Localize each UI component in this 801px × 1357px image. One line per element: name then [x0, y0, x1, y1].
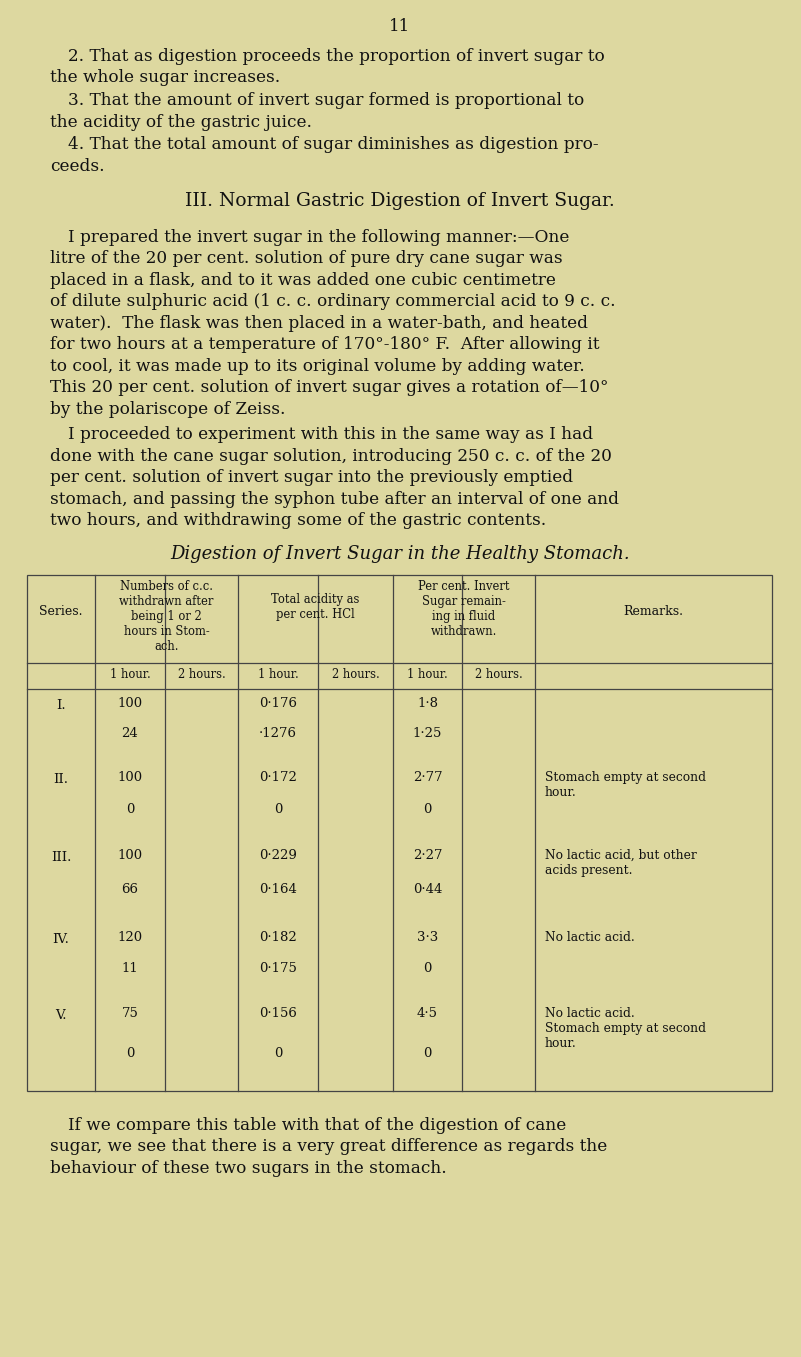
Text: 120: 120: [118, 931, 143, 943]
Text: I proceeded to experiment with this in the same way as I had: I proceeded to experiment with this in t…: [68, 426, 593, 444]
Text: the acidity of the gastric juice.: the acidity of the gastric juice.: [50, 114, 312, 130]
Text: 0·44: 0·44: [413, 883, 442, 897]
Text: III.: III.: [50, 851, 71, 864]
Text: 1·8: 1·8: [417, 696, 438, 710]
Text: 0·182: 0·182: [260, 931, 297, 943]
Text: Stomach empty at second
hour.: Stomach empty at second hour.: [545, 771, 706, 799]
Text: 4·5: 4·5: [417, 1007, 438, 1019]
Text: Per cent. Invert
Sugar remain-
ing in fluid
withdrawn.: Per cent. Invert Sugar remain- ing in fl…: [418, 579, 509, 638]
Text: 0: 0: [423, 803, 432, 817]
Text: I prepared the invert sugar in the following manner:—One: I prepared the invert sugar in the follo…: [68, 228, 570, 246]
Text: 2·27: 2·27: [413, 848, 442, 862]
Text: No lactic acid.: No lactic acid.: [545, 931, 634, 943]
Text: placed in a flask, and to it was added one cubic centimetre: placed in a flask, and to it was added o…: [50, 271, 556, 289]
Text: ·1276: ·1276: [259, 727, 297, 740]
Text: 100: 100: [118, 696, 143, 710]
Text: 0·175: 0·175: [259, 962, 297, 976]
Text: 0: 0: [126, 803, 135, 817]
Text: III. Normal Gastric Digestion of Invert Sugar.: III. Normal Gastric Digestion of Invert …: [185, 193, 615, 210]
Text: the whole sugar increases.: the whole sugar increases.: [50, 69, 280, 87]
Text: Digestion of Invert Sugar in the Healthy Stomach.: Digestion of Invert Sugar in the Healthy…: [170, 544, 630, 563]
Text: Series.: Series.: [39, 605, 83, 617]
Text: 3. That the amount of invert sugar formed is proportional to: 3. That the amount of invert sugar forme…: [68, 92, 584, 109]
Text: Remarks.: Remarks.: [623, 605, 683, 617]
Text: 0: 0: [423, 962, 432, 976]
Text: 4. That the total amount of sugar diminishes as digestion pro-: 4. That the total amount of sugar dimini…: [68, 136, 598, 153]
Text: 1·25: 1·25: [413, 727, 442, 740]
Text: No lactic acid.
Stomach empty at second
hour.: No lactic acid. Stomach empty at second …: [545, 1007, 706, 1050]
Text: I.: I.: [56, 699, 66, 712]
Text: 0: 0: [274, 803, 282, 817]
Text: 0·229: 0·229: [259, 848, 297, 862]
Text: 75: 75: [122, 1007, 139, 1019]
Text: 0: 0: [126, 1046, 135, 1060]
Text: 1 hour.: 1 hour.: [110, 668, 151, 681]
Text: 2·77: 2·77: [413, 771, 442, 784]
Text: Total acidity as
per cent. HCl: Total acidity as per cent. HCl: [272, 593, 360, 620]
Text: stomach, and passing the syphon tube after an interval of one and: stomach, and passing the syphon tube aft…: [50, 491, 619, 508]
Text: IV.: IV.: [53, 932, 70, 946]
Text: 0·156: 0·156: [259, 1007, 297, 1019]
Text: 0·164: 0·164: [259, 883, 297, 897]
Text: 0: 0: [423, 1046, 432, 1060]
Text: 2 hours.: 2 hours.: [178, 668, 225, 681]
Text: 1 hour.: 1 hour.: [258, 668, 299, 681]
Text: 1 hour.: 1 hour.: [407, 668, 448, 681]
Text: by the polariscope of Zeiss.: by the polariscope of Zeiss.: [50, 400, 285, 418]
Text: 24: 24: [122, 727, 139, 740]
Text: 2 hours.: 2 hours.: [475, 668, 522, 681]
Text: 0: 0: [274, 1046, 282, 1060]
Text: litre of the 20 per cent. solution of pure dry cane sugar was: litre of the 20 per cent. solution of pu…: [50, 250, 562, 267]
Text: 2. That as digestion proceeds the proportion of invert sugar to: 2. That as digestion proceeds the propor…: [68, 47, 605, 65]
Text: 66: 66: [122, 883, 139, 897]
Text: behaviour of these two sugars in the stomach.: behaviour of these two sugars in the sto…: [50, 1160, 447, 1177]
Text: for two hours at a temperature of 170°-180° F.  After allowing it: for two hours at a temperature of 170°-1…: [50, 337, 599, 353]
Text: to cool, it was made up to its original volume by adding water.: to cool, it was made up to its original …: [50, 358, 585, 375]
Text: 0·176: 0·176: [259, 696, 297, 710]
Text: water).  The flask was then placed in a water-bath, and heated: water). The flask was then placed in a w…: [50, 315, 588, 331]
Text: 0·172: 0·172: [259, 771, 297, 784]
Text: 11: 11: [389, 18, 411, 35]
Text: of dilute sulphuric acid (1 c. c. ordinary commercial acid to 9 c. c.: of dilute sulphuric acid (1 c. c. ordina…: [50, 293, 616, 311]
Text: This 20 per cent. solution of invert sugar gives a rotation of—10°: This 20 per cent. solution of invert sug…: [50, 379, 609, 396]
Text: ceeds.: ceeds.: [50, 157, 105, 175]
Text: per cent. solution of invert sugar into the previously emptied: per cent. solution of invert sugar into …: [50, 470, 574, 486]
Text: 3·3: 3·3: [417, 931, 438, 943]
Text: If we compare this table with that of the digestion of cane: If we compare this table with that of th…: [68, 1117, 566, 1133]
Text: two hours, and withdrawing some of the gastric contents.: two hours, and withdrawing some of the g…: [50, 513, 546, 529]
Text: II.: II.: [54, 772, 69, 786]
Bar: [27, 575, 772, 1091]
Text: Numbers of c.c.
withdrawn after
being 1 or 2
hours in Stom-
ach.: Numbers of c.c. withdrawn after being 1 …: [119, 579, 214, 653]
Text: 100: 100: [118, 848, 143, 862]
Text: done with the cane sugar solution, introducing 250 c. c. of the 20: done with the cane sugar solution, intro…: [50, 448, 612, 465]
Text: 11: 11: [122, 962, 139, 976]
Text: 2 hours.: 2 hours.: [332, 668, 380, 681]
Text: V.: V.: [55, 1008, 66, 1022]
Text: No lactic acid, but other
acids present.: No lactic acid, but other acids present.: [545, 848, 697, 877]
Text: 100: 100: [118, 771, 143, 784]
Text: sugar, we see that there is a very great difference as regards the: sugar, we see that there is a very great…: [50, 1139, 607, 1155]
